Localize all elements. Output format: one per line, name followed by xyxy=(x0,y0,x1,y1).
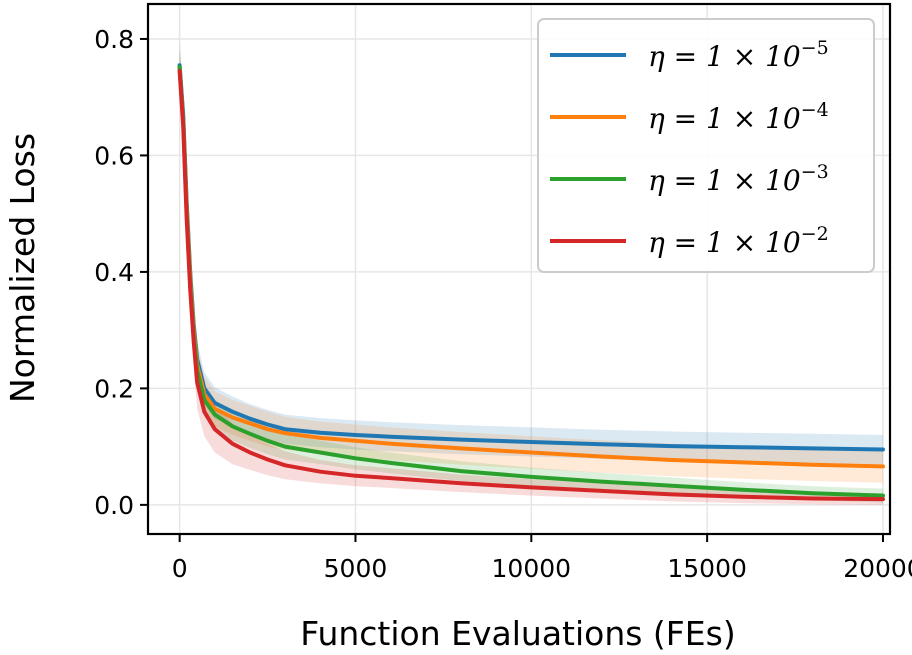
y-tick-label: 0.6 xyxy=(94,141,134,170)
x-axis-title: Function Evaluations (FEs) xyxy=(300,614,735,653)
line-series-4 xyxy=(177,69,885,502)
x-tick-label: 10000 xyxy=(492,554,572,583)
x-tick-label: 5000 xyxy=(324,554,388,583)
band-series-4 xyxy=(179,53,884,505)
legend-label-4: η = 1 × 10−2 xyxy=(648,223,829,259)
legend-box xyxy=(537,18,875,273)
x-tick-label: 0 xyxy=(172,554,188,583)
legend-label-3: η = 1 × 10−3 xyxy=(648,161,829,197)
y-axis-title: Normalized Loss xyxy=(3,133,42,403)
y-tick-label: 0.2 xyxy=(94,374,134,403)
plot-frame xyxy=(146,2,892,536)
y-tick-label: 0.0 xyxy=(94,491,134,520)
legend-label-1: η = 1 × 10−5 xyxy=(648,37,829,73)
legend-label-2: η = 1 × 10−4 xyxy=(648,99,829,135)
y-tick-label: 0.8 xyxy=(94,25,134,54)
legend: η = 1 × 10−5 η = 1 × 10−4 η = 1 × 10−3 η = … xyxy=(537,18,875,273)
y-axis-ticks: 0.0 0.2 0.4 0.6 0.8 xyxy=(94,25,148,520)
band-series-2 xyxy=(179,47,884,483)
series-lines xyxy=(177,63,885,502)
y-tick-label: 0.4 xyxy=(94,258,134,287)
x-tick-label: 15000 xyxy=(667,554,747,583)
